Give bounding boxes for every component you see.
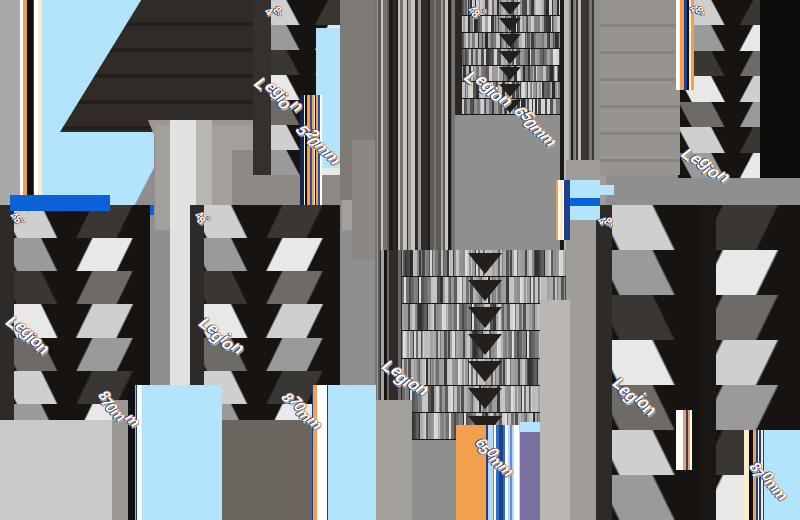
tread-notch — [499, 100, 522, 114]
chevron-row — [190, 238, 340, 273]
tread-gutter-top — [452, 0, 462, 115]
right-chip-stripe — [556, 180, 570, 240]
tread-separator — [452, 113, 570, 115]
chevron-left-flank — [596, 475, 699, 520]
chevron-row — [596, 250, 800, 296]
tread-notch — [468, 388, 502, 410]
chevron-left-gutter — [253, 0, 271, 175]
tread-notch — [499, 50, 522, 64]
tread-notch — [499, 83, 522, 97]
lower-mid-gutter — [190, 205, 204, 437]
chevron-left-flank — [678, 101, 739, 129]
chevron-row — [190, 205, 340, 240]
right-stripe-bundle — [744, 430, 764, 520]
chevron-right-flank — [265, 304, 340, 339]
tread-notch — [468, 252, 502, 274]
panel-lower-divider — [112, 400, 130, 520]
tread-separator — [452, 48, 570, 51]
sky-panel-lower-left — [142, 385, 222, 520]
tread-row — [452, 0, 570, 18]
scan-column-lower — [380, 250, 402, 440]
top-right-black — [760, 0, 800, 178]
lower-right-spine — [700, 205, 716, 520]
tread-separator — [452, 81, 570, 84]
blue-bar-bundle — [486, 425, 520, 520]
lower-left-stripe — [128, 385, 142, 520]
chevron-row — [0, 238, 150, 273]
top-right-grey — [600, 0, 680, 175]
blue-underline-far-left — [10, 195, 110, 211]
chevron-right-flank — [265, 271, 340, 306]
grey-col-right-b — [540, 300, 570, 520]
lower-left-gutter — [0, 205, 14, 437]
orange-bar — [456, 425, 486, 520]
sky-chip-right-b — [580, 185, 614, 195]
chevron-right-flank — [265, 337, 340, 372]
lower-right-gutter — [596, 205, 612, 520]
tread-row — [452, 49, 570, 67]
chevron-left-flank — [596, 250, 699, 296]
chevron-right-flank — [75, 337, 150, 372]
tread-row — [452, 32, 570, 51]
chevron-right-flank — [75, 271, 150, 306]
chevron-left-flank — [678, 127, 739, 154]
chevron-row — [0, 271, 150, 306]
panel-lower-left — [0, 420, 112, 520]
chevron-row — [596, 205, 800, 251]
tread-feather-top — [560, 0, 594, 300]
blue-underline-right — [556, 198, 600, 206]
chevron-left-flank — [596, 295, 699, 341]
tread-notch — [468, 361, 502, 383]
tread-notch — [499, 1, 522, 15]
chevron-left-flank — [596, 340, 699, 386]
tread-row — [452, 16, 570, 34]
chevron-right-flank — [265, 205, 340, 240]
sky-panel-lower-mid — [328, 385, 376, 520]
tread-notch — [499, 18, 522, 32]
chevron-row — [190, 337, 340, 372]
chevron-right-flank — [265, 238, 340, 273]
chevron-row — [596, 295, 800, 341]
lower-mid-stripe — [312, 385, 328, 520]
chevron-right-flank — [75, 304, 150, 339]
tread-notch — [468, 279, 502, 301]
chevron-right-flank — [75, 238, 150, 273]
tread-notch — [499, 34, 522, 48]
scan-column-left — [375, 0, 455, 440]
right-mid-stripe — [676, 410, 692, 470]
chevron-row — [596, 340, 800, 386]
mid-stripe-bundle — [300, 95, 322, 205]
chevron-left-flank — [678, 152, 739, 178]
chevron-left-flank — [596, 205, 699, 251]
tread-row — [400, 250, 570, 279]
tread-notch — [468, 334, 502, 356]
sky-panel-right — [764, 430, 800, 520]
tread-notch — [468, 306, 502, 328]
chevron-row — [190, 271, 340, 306]
top-right-stripe — [676, 0, 694, 90]
tread-notch — [499, 67, 522, 81]
